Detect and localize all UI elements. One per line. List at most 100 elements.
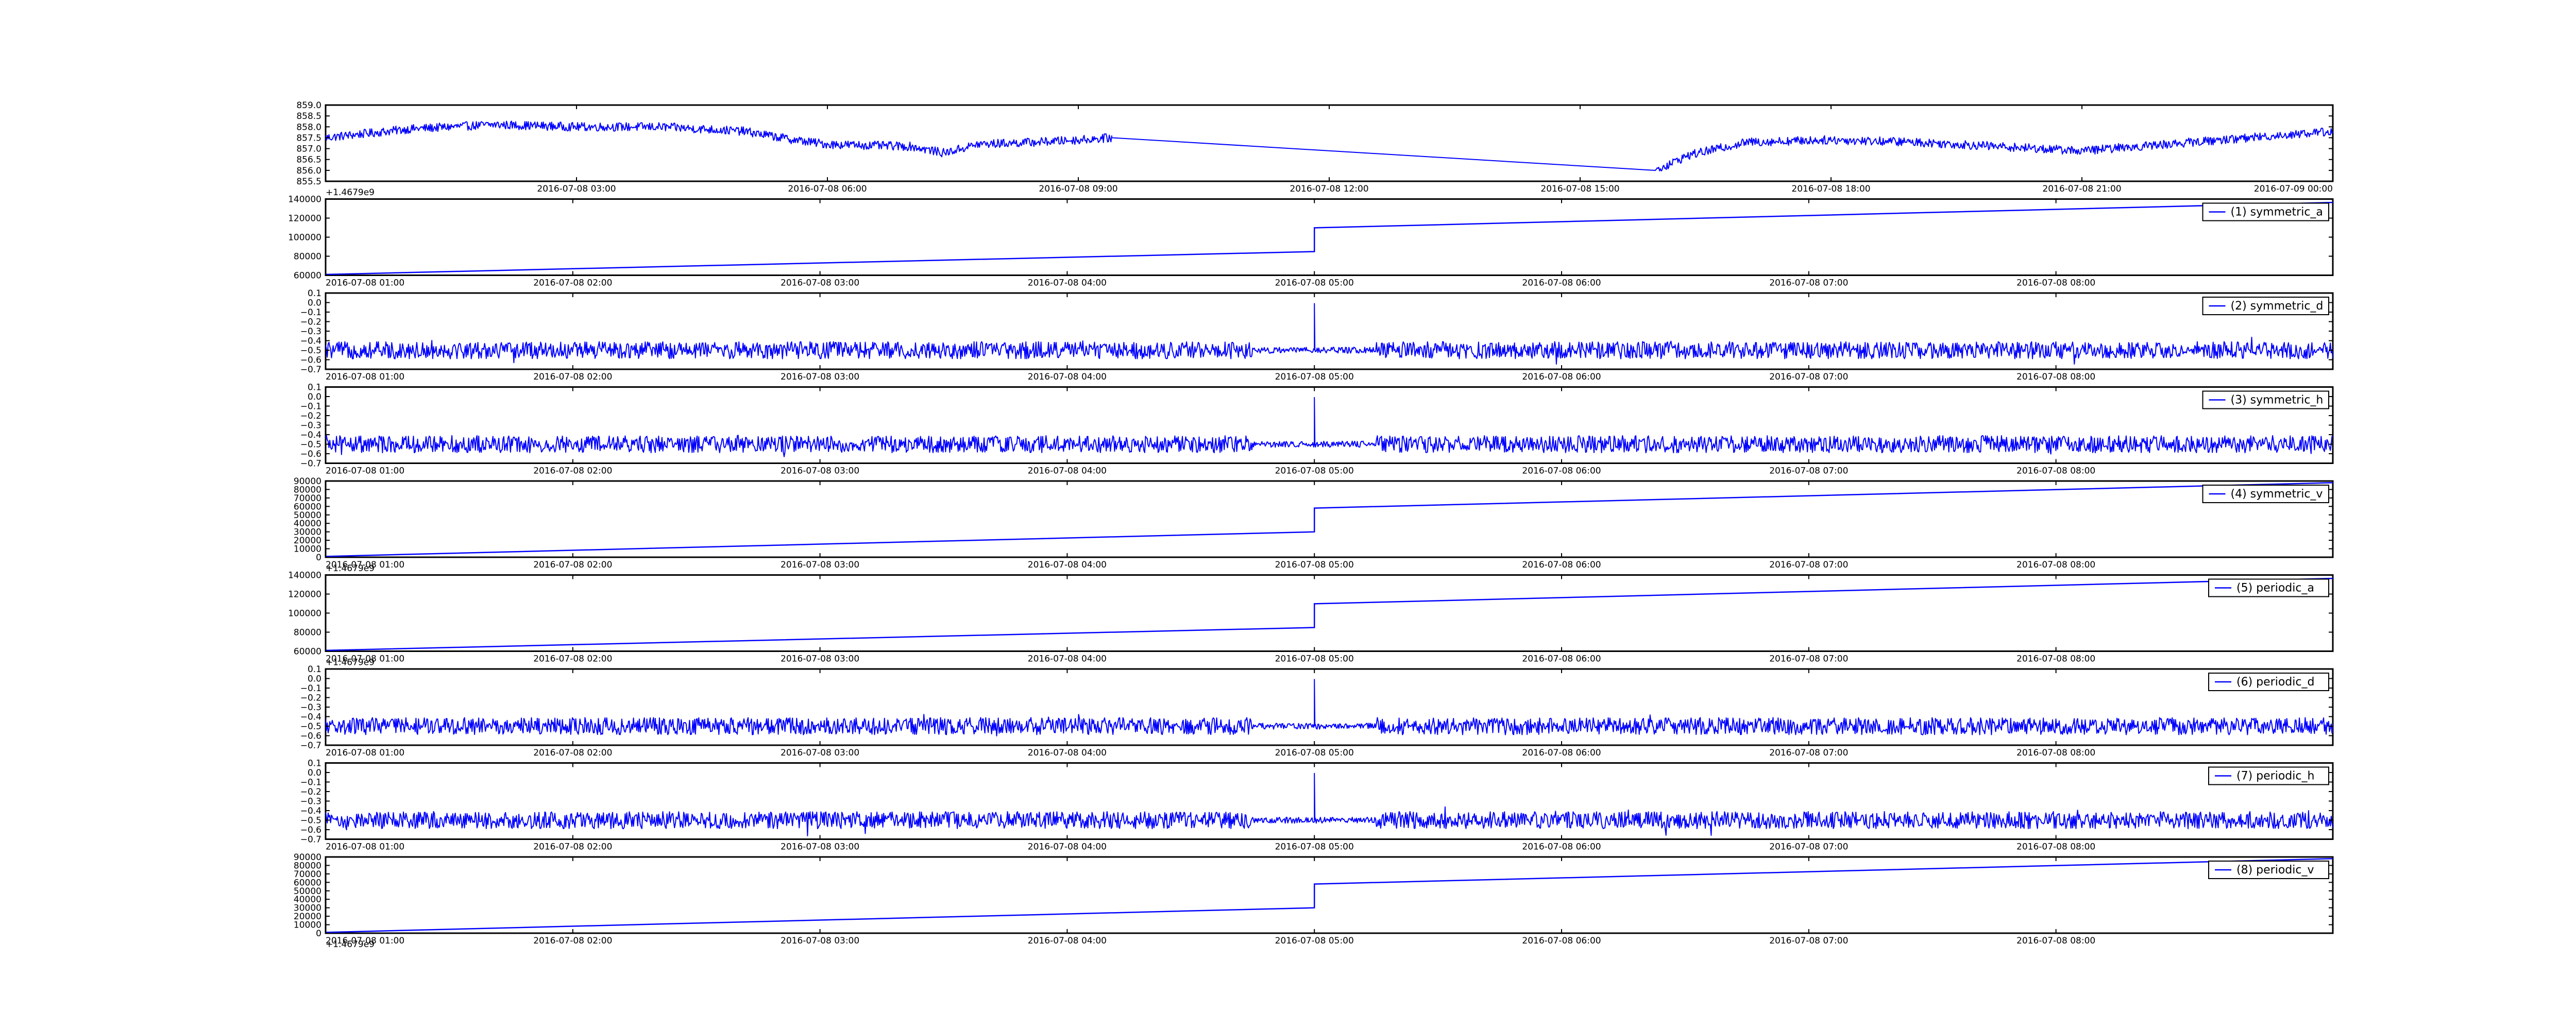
legend: (6) periodic_d [2208,673,2329,691]
y-tick-label: 858.0 [296,122,321,132]
x-tick-label: 2016-07-08 03:00 [781,936,859,946]
y-tick-label: 100000 [288,233,321,243]
y-tick-label: 0 [316,929,321,939]
plot-area [326,397,2333,457]
y-tick-label: 70000 [294,493,321,504]
x-tick-label: 2016-07-08 12:00 [1290,184,1368,194]
y-tick-label: −0.4 [300,712,321,723]
x-tick-label: 2016-07-08 05:00 [1275,842,1354,852]
axes-frame [325,292,2334,370]
plot-area [326,303,2333,365]
y-tick-label: 90000 [294,852,321,863]
chart-panel-5: 0100002000030000400005000060000700008000… [294,476,2334,574]
axes-frame [325,480,2334,558]
y-tick-label: −0.4 [300,430,321,440]
x-tick-label: 2016-07-08 02:00 [533,654,612,664]
y-tick-label: −0.5 [300,722,321,732]
y-tick-label: −0.4 [300,806,321,816]
x-tick-label: 2016-07-08 06:00 [1522,654,1601,664]
y-tick-label: 100000 [288,609,321,619]
y-tick-label: −0.3 [300,327,321,337]
x-tick-label: 2016-07-08 07:00 [1769,842,1848,852]
y-tick-label: 858.5 [296,111,321,122]
x-tick-label: 2016-07-08 06:00 [1522,748,1601,758]
y-tick-label: 859.0 [296,100,321,111]
chart-panel-8: −0.7−0.6−0.5−0.4−0.3−0.2−0.10.00.1 2016-0… [300,759,2334,852]
chart-panel-9: 0100002000030000400005000060000700008000… [294,852,2334,950]
y-tick-label: 0 [316,553,321,563]
x-tick-label: 2016-07-08 03:00 [537,184,616,194]
y-tick-label: 0.0 [308,674,321,684]
y-tick-label: 40000 [294,519,321,529]
x-tick-label: 2016-07-08 08:00 [2016,560,2095,570]
y-tick-label: 60000 [294,502,321,512]
x-tick-label: 2016-07-08 05:00 [1275,748,1354,758]
x-tick-label: 2016-07-08 08:00 [2016,936,2095,946]
x-tick-label: 2016-07-08 02:00 [533,372,612,382]
x-tick-label: 2016-07-08 06:00 [1522,560,1601,570]
legend-label: (6) periodic_d [2236,676,2314,689]
chart-panel-6: 60000 80000 100000 120000 140000 2016-07-08 0… [288,571,2334,668]
y-tick-label: 60000 [294,878,321,888]
y-tick-label: −0.7 [300,741,321,751]
legend-label: (1) symmetric_a [2231,206,2323,219]
x-tick-label: 2016-07-08 06:00 [1522,466,1601,476]
x-tick-label: 2016-07-08 09:00 [1039,184,1117,194]
y-tick-label: 0.0 [308,768,321,778]
y-tick-label: 50000 [294,510,321,521]
y-tick-label: −0.2 [300,787,321,797]
y-tick-label: 857.5 [296,133,321,143]
y-tick-label: 855.5 [296,177,321,187]
plot-area [326,772,2333,836]
y-tick-label: 0.0 [308,392,321,402]
y-tick-label: −0.4 [300,336,321,347]
legend-label: (8) periodic_v [2236,864,2314,877]
y-tick-label: 60000 [294,647,321,657]
x-tick-label: 2016-07-08 05:00 [1275,936,1354,946]
y-tick-label: −0.2 [300,693,321,703]
x-tick-label: 2016-07-08 01:00 [326,654,404,664]
x-tick-label: 2016-07-08 05:00 [1275,278,1354,288]
legend-box [2202,390,2329,409]
y-tick-label: −0.6 [300,355,321,366]
x-tick-label: 2016-07-08 02:00 [533,466,612,476]
axes-frame [325,762,2334,840]
x-tick-label: 2016-07-08 01:00 [326,936,404,946]
x-tick-label: 2016-07-08 06:00 [1522,936,1601,946]
y-tick-label: 856.0 [296,166,321,176]
x-tick-label: 2016-07-08 06:00 [1522,278,1601,288]
y-tick-label: −0.2 [300,411,321,421]
axes-frame [325,856,2334,934]
y-tick-label: −0.5 [300,440,321,450]
y-tick-label: −0.1 [300,683,321,694]
x-tick-label: 2016-07-08 03:00 [781,372,859,382]
y-tick-label: 140000 [288,195,321,205]
series-line [326,201,2333,276]
axis-offset-label: +1.4679e9 [326,658,375,668]
y-tick-label: 120000 [288,214,321,224]
y-tick-label: −0.7 [300,365,321,375]
x-tick-label: 2016-07-08 05:00 [1275,466,1354,476]
x-tick-label: 2016-07-08 04:00 [1028,560,1107,570]
plot-area [326,679,2333,736]
y-tick-label: 20000 [294,912,321,922]
y-tick-label: 856.5 [296,155,321,165]
x-tick-label: 2016-07-08 03:00 [781,654,859,664]
axis-offset-label: +1.4679e9 [326,563,375,574]
x-tick-label: 2016-07-08 07:00 [1769,748,1848,758]
x-tick-label: 2016-07-08 01:00 [326,372,404,382]
y-tick-label: 90000 [294,476,321,487]
y-tick-label: −0.1 [300,402,321,412]
y-tick-label: −0.3 [300,421,321,431]
x-tick-label: 2016-07-08 08:00 [2016,748,2095,758]
y-tick-label: 70000 [294,869,321,880]
y-tick-label: −0.6 [300,731,321,742]
x-tick-label: 2016-07-08 01:00 [326,842,404,852]
x-tick-label: 2016-07-09 00:00 [2254,184,2333,194]
y-tick-label: −0.1 [300,778,321,788]
x-tick-label: 2016-07-08 03:00 [781,466,859,476]
y-tick-label: −0.5 [300,346,321,356]
x-tick-label: 2016-07-08 08:00 [2016,372,2095,382]
x-tick-label: 2016-07-08 05:00 [1275,560,1354,570]
